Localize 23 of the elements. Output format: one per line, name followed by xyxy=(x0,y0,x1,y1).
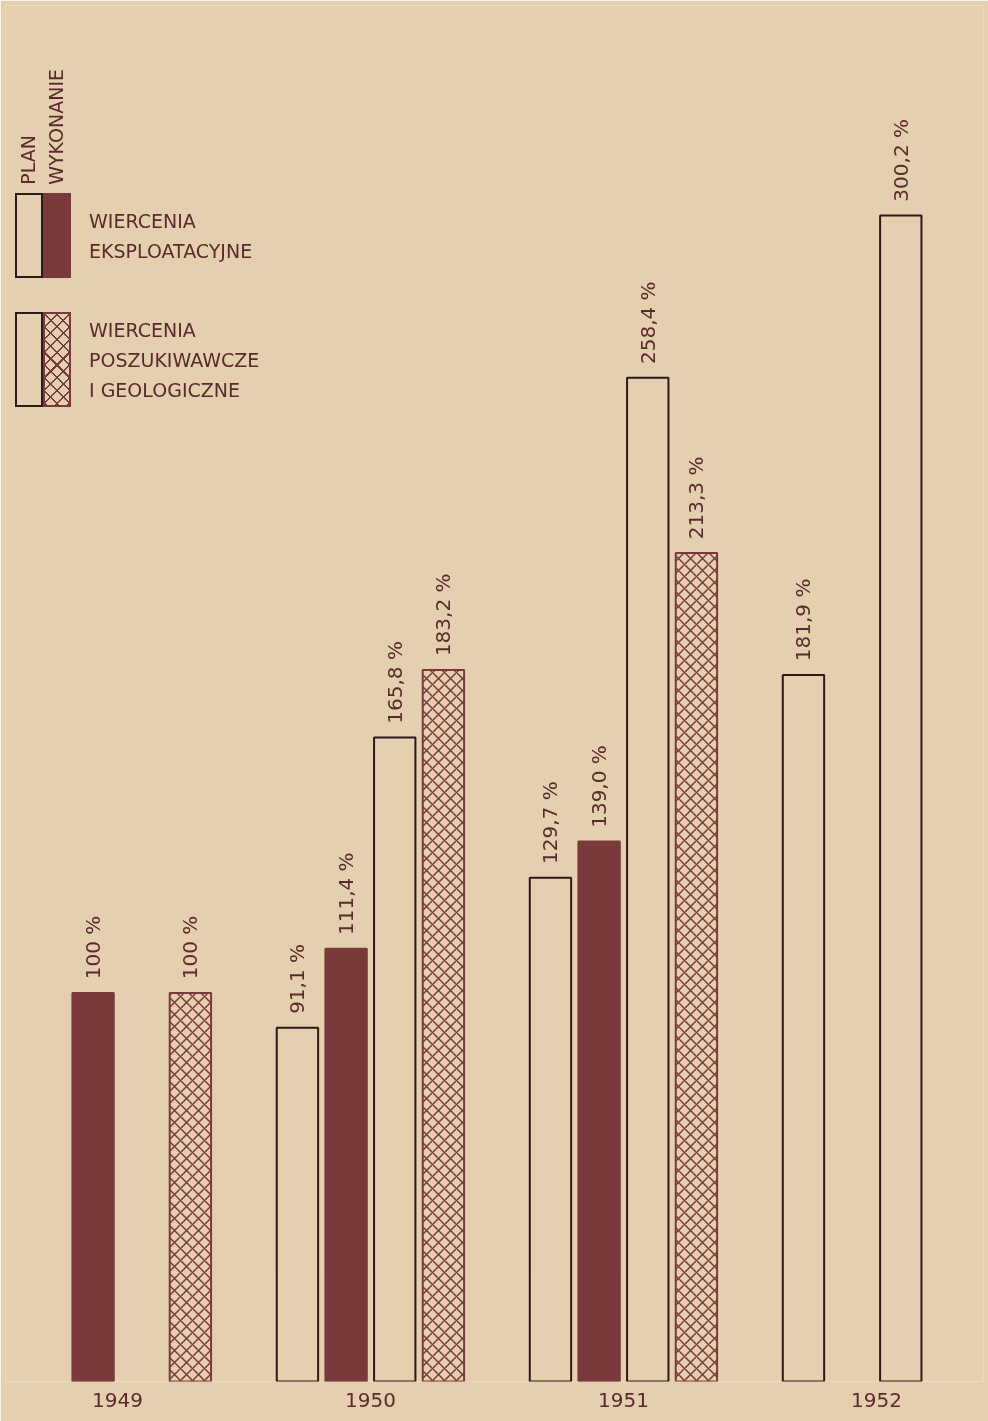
x-tick-label: 1949 xyxy=(91,1387,143,1412)
x-tick-label: 1952 xyxy=(851,1387,902,1412)
data-label: 129,7 % xyxy=(538,781,563,864)
data-label: 111,4 % xyxy=(334,852,359,936)
annotation: WIERCENIA EKSPLOATACYJNE xyxy=(89,208,254,264)
data-label: 181,9 % xyxy=(791,578,816,662)
x-tick-label: 1951 xyxy=(597,1387,649,1412)
data-label: 258,4 % xyxy=(635,281,660,365)
data-label: 213,3 % xyxy=(684,456,709,540)
bar xyxy=(577,840,621,1382)
text: PLAN xyxy=(16,135,40,185)
x-tick-label: 1950 xyxy=(344,1387,396,1412)
text: WYKONANIE xyxy=(44,69,68,185)
data-label: 139,0 % xyxy=(587,745,612,828)
data-label: 100 % xyxy=(178,915,203,980)
data-label: 91,1 % xyxy=(285,943,310,1014)
annotation: WIERCENIA POSZUKIWAWCZE I GEOLOGICZNE xyxy=(89,317,260,403)
data-label: 183,2 % xyxy=(431,573,456,657)
bar xyxy=(324,947,368,1382)
data-label: 165,8 % xyxy=(382,641,407,724)
data-label: 100 % xyxy=(81,915,106,980)
data-label: 300,2 % xyxy=(888,119,913,202)
bar xyxy=(71,992,115,1382)
